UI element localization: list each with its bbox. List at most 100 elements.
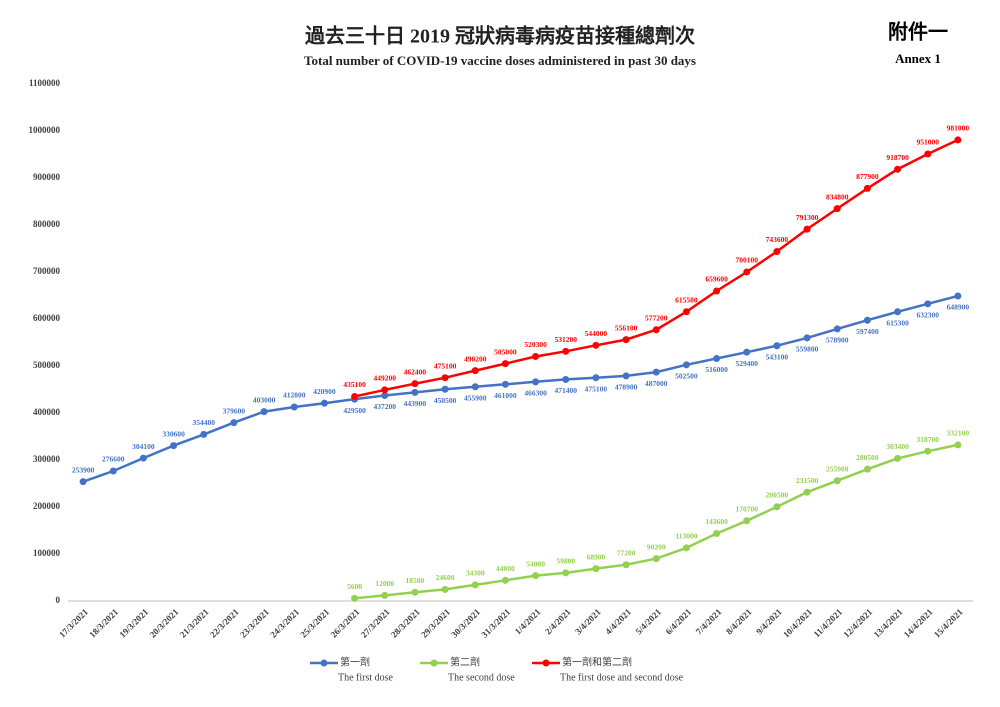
- data-label: 578900: [826, 336, 849, 345]
- point: [622, 561, 630, 569]
- x-tick-label: 23/3/2021: [238, 606, 271, 639]
- point: [773, 248, 781, 256]
- point: [381, 386, 389, 394]
- x-tick-label: 4/4/2021: [603, 606, 633, 636]
- data-label: 462400: [404, 367, 427, 376]
- point: [954, 441, 962, 449]
- x-tick-label: 22/3/2021: [208, 606, 241, 639]
- data-label: 520300: [524, 340, 547, 349]
- x-tick-label: 12/4/2021: [841, 606, 874, 639]
- y-tick-label: 1000000: [29, 125, 61, 135]
- point: [170, 442, 178, 450]
- legend-marker: [542, 659, 550, 667]
- point: [773, 503, 781, 511]
- x-tick-label: 2/4/2021: [543, 606, 573, 636]
- data-label: 143600: [705, 517, 728, 526]
- point: [924, 300, 932, 308]
- point: [713, 287, 721, 295]
- annex: 附件一: [888, 20, 948, 44]
- x-tick-label: 6/4/2021: [664, 606, 694, 636]
- point: [894, 165, 902, 173]
- point: [532, 378, 540, 386]
- point: [320, 399, 328, 407]
- data-label: 276600: [102, 455, 125, 464]
- legend-label-en: The first dose: [338, 672, 394, 683]
- data-label: 478900: [615, 383, 638, 392]
- x-tick-label: 15/4/2021: [932, 606, 965, 639]
- data-label: 834800: [826, 192, 849, 201]
- point: [411, 380, 419, 388]
- point: [381, 392, 389, 400]
- data-label: 559800: [796, 345, 819, 354]
- data-label: 475100: [585, 384, 608, 393]
- data-label: 12000: [375, 579, 394, 588]
- y-tick-label: 200000: [33, 501, 61, 511]
- point: [773, 342, 781, 350]
- x-tick-label: 24/3/2021: [268, 606, 301, 639]
- data-label: 200500: [766, 490, 789, 499]
- data-label: 303400: [886, 442, 909, 451]
- data-label: 412800: [283, 391, 306, 400]
- chart-title: 過去三十日 2019 冠狀病毒病疫苗接種總劑次: [305, 24, 695, 48]
- data-label: 577200: [645, 313, 668, 322]
- point: [501, 360, 509, 368]
- data-label: 981000: [947, 124, 970, 133]
- data-label: 255900: [826, 464, 849, 473]
- data-label: 18500: [406, 576, 425, 585]
- data-label: 516000: [705, 365, 728, 374]
- data-label: 437200: [374, 402, 397, 411]
- data-label: 597400: [856, 327, 879, 336]
- x-tick-label: 20/3/2021: [148, 606, 181, 639]
- x-tick-label: 5/4/2021: [633, 606, 663, 636]
- data-label: 544000: [585, 329, 608, 338]
- point: [924, 150, 932, 158]
- y-tick-label: 600000: [33, 313, 61, 323]
- point: [109, 467, 117, 475]
- legend-label-en: The second dose: [448, 672, 515, 683]
- y-tick-label: 300000: [33, 454, 61, 464]
- data-label: 543100: [766, 352, 789, 361]
- x-tick-label: 11/4/2021: [812, 606, 845, 639]
- point: [652, 555, 660, 563]
- point: [713, 354, 721, 362]
- data-label: 471400: [555, 386, 578, 395]
- point: [441, 385, 449, 393]
- x-tick-label: 28/3/2021: [389, 606, 422, 639]
- point: [954, 292, 962, 300]
- data-label: 330600: [162, 429, 185, 438]
- data-label: 332100: [947, 429, 970, 438]
- point: [351, 393, 359, 401]
- point: [562, 347, 570, 355]
- point: [803, 488, 811, 496]
- data-label: 615300: [886, 319, 909, 328]
- point: [954, 136, 962, 144]
- chart-subtitle: Total number of COVID-19 vaccine doses a…: [304, 53, 696, 68]
- data-label: 59800: [556, 557, 575, 566]
- data-label: 443900: [404, 399, 427, 408]
- x-tick-label: 10/4/2021: [781, 606, 814, 639]
- x-tick-label: 21/3/2021: [178, 606, 211, 639]
- legend-marker: [430, 659, 438, 667]
- legend-label: 第二劑: [450, 655, 480, 668]
- y-tick-label: 900000: [33, 172, 61, 182]
- legend-label-en: The first dose and second dose: [560, 672, 684, 683]
- y-tick-label: 1100000: [29, 78, 61, 88]
- data-label: 505000: [494, 347, 517, 356]
- data-label: 791300: [796, 213, 819, 222]
- point: [622, 336, 630, 344]
- data-label: 450500: [434, 396, 457, 405]
- point: [562, 569, 570, 577]
- series-line: [82, 294, 959, 483]
- data-label: 170700: [736, 504, 759, 513]
- legend-label: 第一劑和第二劑: [562, 655, 632, 668]
- point: [471, 367, 479, 375]
- data-label: 231500: [796, 476, 819, 485]
- point: [743, 268, 751, 276]
- data-label: 54000: [526, 559, 545, 568]
- x-tick-label: 31/3/2021: [479, 606, 512, 639]
- data-label: 502500: [675, 372, 698, 381]
- data-label: 318700: [917, 435, 940, 444]
- data-label: 648900: [947, 303, 970, 312]
- point: [441, 585, 449, 593]
- annex-en: Annex 1: [895, 51, 941, 66]
